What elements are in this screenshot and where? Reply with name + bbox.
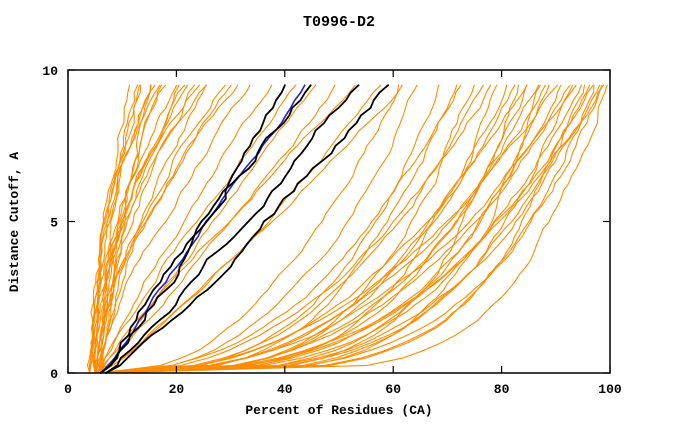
model-curve bbox=[93, 84, 232, 374]
y-tick-label: 0 bbox=[50, 367, 58, 382]
model-curve bbox=[94, 84, 594, 374]
model-curve bbox=[94, 84, 382, 374]
reference-curve bbox=[105, 84, 360, 374]
model-curve bbox=[99, 84, 403, 374]
model-curve bbox=[94, 84, 546, 374]
chart-title: T0996-D2 bbox=[303, 14, 375, 31]
x-tick-label: 20 bbox=[169, 382, 185, 397]
model-curve bbox=[99, 84, 591, 374]
model-curve bbox=[105, 84, 550, 374]
reference-curve bbox=[99, 84, 286, 374]
model-curve bbox=[105, 84, 595, 374]
x-tick-label: 100 bbox=[598, 382, 622, 397]
model-curve bbox=[98, 84, 226, 374]
model-curve bbox=[105, 84, 608, 374]
x-axis-label: Percent of Residues (CA) bbox=[245, 403, 432, 418]
model-curve bbox=[99, 84, 273, 374]
model-curve bbox=[92, 84, 161, 374]
series-layer bbox=[86, 84, 608, 374]
y-axis-label: Distance Cutoff, A bbox=[7, 152, 22, 293]
model-curve bbox=[91, 84, 166, 374]
x-tick-label: 0 bbox=[64, 382, 72, 397]
model-curve bbox=[99, 84, 317, 374]
x-tick-label: 80 bbox=[494, 382, 510, 397]
model-curve bbox=[99, 84, 458, 374]
model-curve bbox=[105, 84, 475, 374]
model-curve bbox=[105, 84, 440, 374]
model-curve bbox=[99, 84, 601, 374]
x-tick-label: 40 bbox=[277, 382, 293, 397]
model-curve bbox=[105, 84, 492, 374]
model-curve bbox=[94, 84, 336, 374]
model-curve bbox=[99, 84, 484, 374]
y-tick-label: 5 bbox=[50, 216, 58, 231]
model-curve bbox=[94, 84, 251, 374]
model-curve bbox=[89, 84, 200, 374]
model-curve bbox=[99, 84, 528, 374]
model-curve bbox=[94, 84, 558, 374]
model-curve bbox=[99, 84, 400, 374]
model-curve bbox=[99, 84, 571, 374]
model-curve bbox=[94, 84, 603, 374]
model-curve bbox=[94, 84, 462, 374]
model-curve bbox=[94, 84, 418, 374]
highlight-curve bbox=[99, 84, 306, 374]
model-curve bbox=[89, 84, 156, 374]
axes-layer: 0 20 40 60 80 100 0 5 10 bbox=[42, 64, 622, 397]
plot-frame bbox=[67, 69, 611, 374]
x-tick-label: 60 bbox=[385, 382, 401, 397]
model-curve bbox=[99, 84, 577, 374]
model-curve bbox=[88, 84, 178, 374]
reference-curve bbox=[105, 84, 390, 374]
model-curve bbox=[94, 84, 528, 374]
reference-curve bbox=[99, 84, 312, 374]
model-curve bbox=[105, 84, 540, 374]
model-curve bbox=[94, 84, 207, 374]
model-curve bbox=[105, 84, 582, 374]
y-tick-label: 10 bbox=[42, 64, 58, 79]
model-curve bbox=[99, 84, 604, 374]
model-curve bbox=[105, 84, 519, 374]
model-curve bbox=[94, 84, 297, 374]
model-curve bbox=[99, 84, 239, 374]
model-curve bbox=[94, 84, 516, 374]
